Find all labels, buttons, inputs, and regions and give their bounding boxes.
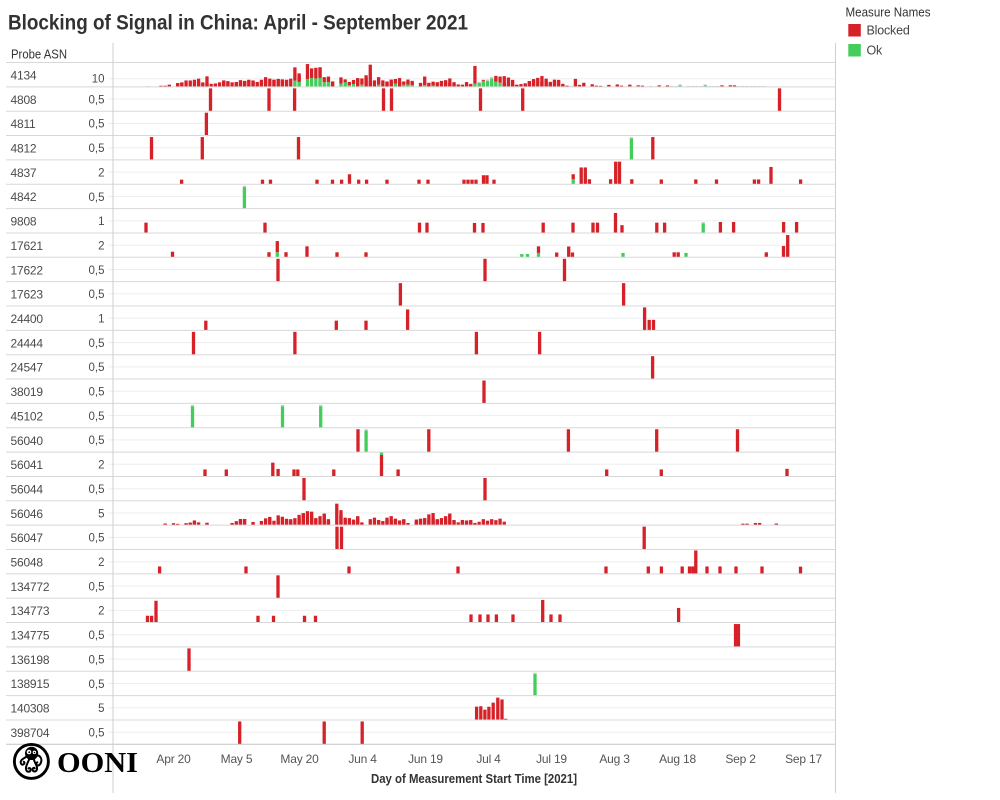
svg-text:4134: 4134 bbox=[11, 69, 37, 83]
svg-text:0,5: 0,5 bbox=[89, 728, 105, 740]
svg-text:Ok: Ok bbox=[867, 44, 884, 58]
svg-text:Aug 3: Aug 3 bbox=[599, 752, 630, 766]
svg-text:Jun 19: Jun 19 bbox=[408, 752, 443, 766]
svg-text:Jul 4: Jul 4 bbox=[476, 752, 501, 766]
svg-text:136198: 136198 bbox=[11, 653, 50, 667]
svg-text:24444: 24444 bbox=[11, 336, 44, 350]
svg-text:5: 5 bbox=[98, 508, 104, 520]
svg-text:134772: 134772 bbox=[11, 580, 50, 594]
svg-text:0,5: 0,5 bbox=[89, 265, 105, 277]
svg-text:Probe ASN: Probe ASN bbox=[11, 47, 67, 62]
svg-text:Blocked: Blocked bbox=[867, 24, 910, 38]
svg-text:0,5: 0,5 bbox=[89, 289, 105, 301]
svg-text:0,5: 0,5 bbox=[89, 411, 105, 423]
svg-text:134775: 134775 bbox=[11, 629, 50, 643]
svg-text:May 5: May 5 bbox=[221, 752, 253, 766]
svg-text:4842: 4842 bbox=[11, 190, 37, 204]
svg-text:4837: 4837 bbox=[11, 166, 37, 180]
svg-text:0,5: 0,5 bbox=[89, 362, 105, 374]
svg-text:9808: 9808 bbox=[11, 215, 37, 229]
svg-text:Jun 4: Jun 4 bbox=[348, 752, 377, 766]
svg-text:Apr 20: Apr 20 bbox=[156, 752, 191, 766]
svg-text:0,5: 0,5 bbox=[89, 192, 105, 204]
svg-text:56044: 56044 bbox=[11, 483, 44, 497]
svg-text:0,5: 0,5 bbox=[89, 581, 105, 593]
svg-text:4808: 4808 bbox=[11, 93, 37, 107]
svg-text:56040: 56040 bbox=[11, 434, 44, 448]
svg-text:24400: 24400 bbox=[11, 312, 44, 326]
svg-text:0,5: 0,5 bbox=[89, 119, 105, 131]
svg-text:2: 2 bbox=[98, 460, 104, 472]
svg-text:56048: 56048 bbox=[11, 556, 44, 570]
svg-text:17623: 17623 bbox=[11, 288, 44, 302]
svg-text:Aug 18: Aug 18 bbox=[659, 752, 696, 766]
svg-text:Measure Names: Measure Names bbox=[846, 6, 931, 20]
svg-text:0,5: 0,5 bbox=[89, 143, 105, 155]
svg-text:Day of Measurement Start Time: Day of Measurement Start Time [2021] bbox=[371, 772, 577, 786]
svg-text:4811: 4811 bbox=[11, 117, 37, 131]
svg-text:17622: 17622 bbox=[11, 263, 44, 277]
svg-text:0,5: 0,5 bbox=[89, 387, 105, 399]
svg-text:0,5: 0,5 bbox=[89, 630, 105, 642]
svg-text:45102: 45102 bbox=[11, 409, 44, 423]
svg-text:5: 5 bbox=[98, 703, 104, 715]
svg-text:OONI: OONI bbox=[57, 747, 138, 779]
svg-text:1: 1 bbox=[98, 216, 104, 228]
svg-text:Blocking of Signal in China: A: Blocking of Signal in China: April - Sep… bbox=[8, 12, 468, 35]
svg-text:Sep 2: Sep 2 bbox=[725, 752, 756, 766]
svg-text:2: 2 bbox=[98, 241, 104, 253]
svg-text:10: 10 bbox=[92, 73, 105, 85]
svg-text:2: 2 bbox=[98, 167, 104, 179]
svg-text:56046: 56046 bbox=[11, 507, 44, 521]
svg-text:17621: 17621 bbox=[11, 239, 44, 253]
svg-text:Sep 17: Sep 17 bbox=[785, 752, 822, 766]
svg-text:24547: 24547 bbox=[11, 361, 44, 375]
svg-text:4812: 4812 bbox=[11, 142, 37, 156]
svg-text:134773: 134773 bbox=[11, 604, 50, 618]
svg-text:56041: 56041 bbox=[11, 458, 44, 472]
svg-text:0,5: 0,5 bbox=[89, 338, 105, 350]
svg-text:0,5: 0,5 bbox=[89, 533, 105, 545]
svg-text:0,5: 0,5 bbox=[89, 484, 105, 496]
svg-text:56047: 56047 bbox=[11, 531, 44, 545]
svg-text:2: 2 bbox=[98, 557, 104, 569]
svg-text:0,5: 0,5 bbox=[89, 435, 105, 447]
svg-text:0,5: 0,5 bbox=[89, 94, 105, 106]
svg-text:1: 1 bbox=[98, 314, 104, 326]
svg-text:2: 2 bbox=[98, 606, 104, 618]
svg-text:0,5: 0,5 bbox=[89, 679, 105, 691]
svg-text:38019: 38019 bbox=[11, 385, 44, 399]
svg-text:0,5: 0,5 bbox=[89, 654, 105, 666]
svg-text:398704: 398704 bbox=[11, 726, 50, 740]
svg-text:Jul 19: Jul 19 bbox=[536, 752, 567, 766]
svg-text:138915: 138915 bbox=[11, 677, 50, 691]
svg-text:140308: 140308 bbox=[11, 702, 50, 716]
svg-text:May 20: May 20 bbox=[280, 752, 319, 766]
